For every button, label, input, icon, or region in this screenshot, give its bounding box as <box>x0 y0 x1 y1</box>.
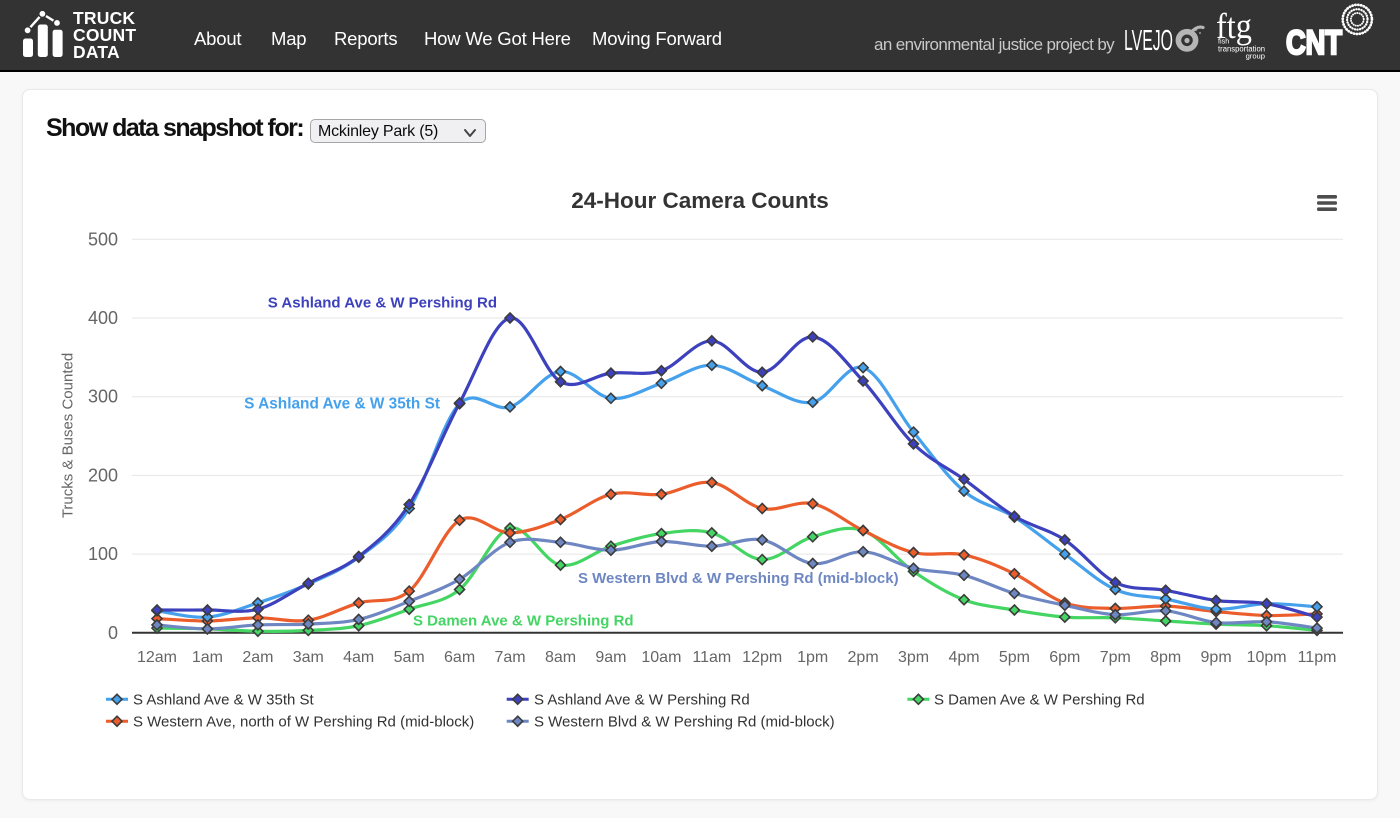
svg-text:7am: 7am <box>494 649 525 666</box>
svg-text:10pm: 10pm <box>1247 649 1287 666</box>
svg-text:11am: 11am <box>692 649 731 666</box>
svg-text:7pm: 7pm <box>1100 649 1131 666</box>
svg-text:S Ashland Ave & W Pershing Rd: S Ashland Ave & W Pershing Rd <box>268 295 497 312</box>
svg-text:S Ashland Ave & W 35th St: S Ashland Ave & W 35th St <box>133 692 314 709</box>
svg-text:S Damen Ave & W Pershing Rd: S Damen Ave & W Pershing Rd <box>934 692 1145 709</box>
svg-text:11pm: 11pm <box>1298 649 1337 666</box>
svg-text:12am: 12am <box>137 649 177 666</box>
svg-text:200: 200 <box>88 465 118 485</box>
svg-text:8am: 8am <box>545 649 576 666</box>
svg-text:2pm: 2pm <box>848 649 879 666</box>
svg-text:500: 500 <box>88 229 118 249</box>
svg-text:S Western Blvd & W Pershing Rd: S Western Blvd & W Pershing Rd (mid-bloc… <box>578 570 899 587</box>
svg-text:2am: 2am <box>242 649 273 666</box>
svg-text:1pm: 1pm <box>797 649 828 666</box>
svg-text:fish: fish <box>1218 37 1229 46</box>
svg-text:3pm: 3pm <box>898 649 929 666</box>
svg-text:12pm: 12pm <box>742 649 782 666</box>
svg-text:0: 0 <box>108 623 118 643</box>
svg-text:group: group <box>1246 52 1265 61</box>
svg-text:ftg: ftg <box>1216 6 1252 46</box>
svg-text:S Damen Ave & W Pershing Rd: S Damen Ave & W Pershing Rd <box>413 613 634 630</box>
svg-text:6pm: 6pm <box>1049 649 1080 666</box>
svg-text:S Ashland Ave & W Pershing Rd: S Ashland Ave & W Pershing Rd <box>534 692 750 709</box>
svg-text:CNT: CNT <box>1286 24 1342 62</box>
svg-text:3am: 3am <box>293 649 324 666</box>
svg-text:10am: 10am <box>641 649 681 666</box>
svg-text:5am: 5am <box>394 649 425 666</box>
svg-text:S Western Ave, north of W Pers: S Western Ave, north of W Pershing Rd (m… <box>133 714 474 731</box>
svg-text:S Western Blvd & W Pershing Rd: S Western Blvd & W Pershing Rd (mid-bloc… <box>534 714 835 731</box>
svg-text:transportation: transportation <box>1218 45 1265 54</box>
svg-text:S Ashland Ave & W 35th St: S Ashland Ave & W 35th St <box>244 396 440 413</box>
svg-text:400: 400 <box>88 308 118 328</box>
svg-text:6am: 6am <box>444 649 475 666</box>
svg-text:LVEJO: LVEJO <box>1124 25 1173 57</box>
svg-text:300: 300 <box>88 387 118 407</box>
svg-text:8pm: 8pm <box>1150 649 1181 666</box>
svg-text:9pm: 9pm <box>1201 649 1232 666</box>
svg-text:4am: 4am <box>343 649 374 666</box>
svg-text:24-Hour Camera Counts: 24-Hour Camera Counts <box>571 188 829 213</box>
svg-text:5pm: 5pm <box>999 649 1030 666</box>
svg-text:Trucks & Buses Counted: Trucks & Buses Counted <box>60 353 77 518</box>
svg-text:100: 100 <box>88 544 118 564</box>
svg-text:1am: 1am <box>192 649 223 666</box>
svg-text:4pm: 4pm <box>948 649 979 666</box>
svg-text:9am: 9am <box>595 649 626 666</box>
